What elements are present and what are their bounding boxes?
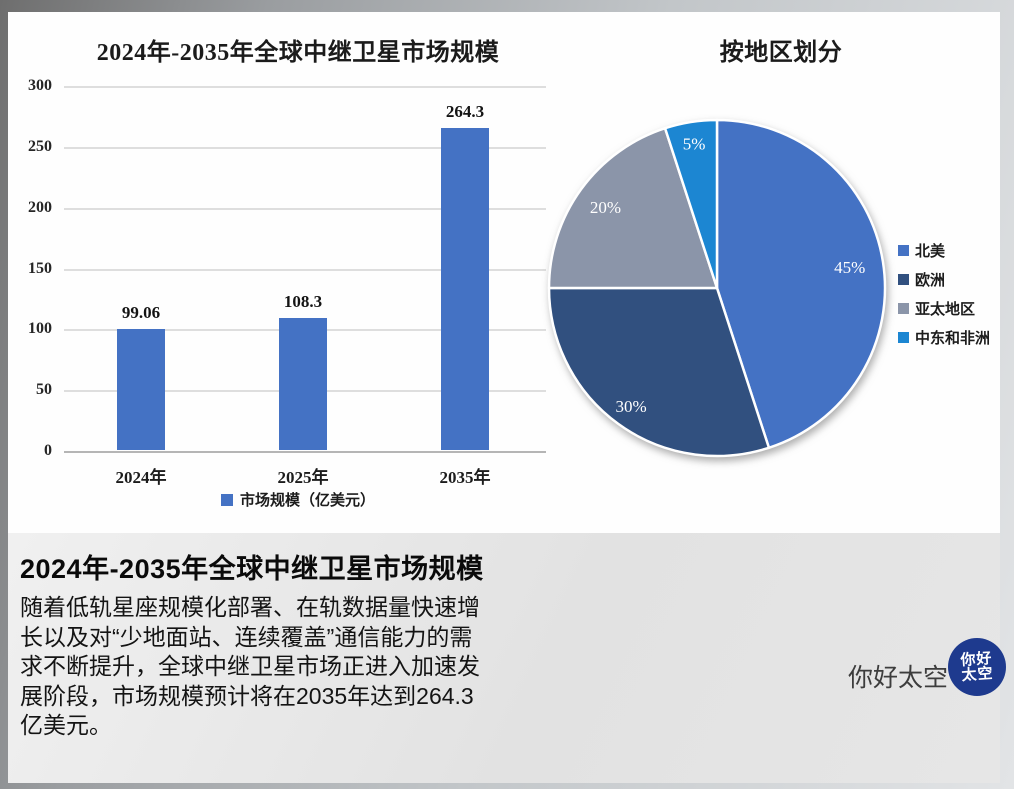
pie-slice-北美 [715,118,887,450]
pie-slice-欧洲 [547,286,771,458]
bar-value-label: 264.3 [445,102,485,121]
bar-chart-legend-label: 市场规模（亿美元） [239,493,375,509]
pie-slice-label: 20% [590,198,621,217]
legend-swatch-icon [898,245,909,256]
y-tick-label: 50 [36,381,52,399]
pie-slice-label: 5% [683,135,706,154]
y-tick-label: 300 [28,77,52,94]
x-axis-label: 2024年 [115,468,167,487]
gridline [64,451,546,453]
gridline [64,207,546,210]
caption-heading: 2024年-2035年全球中继卫星市场规模 [20,554,484,584]
legend-swatch-icon [220,493,233,506]
y-tick-label: 200 [28,198,52,216]
caption-panel: 2024年-2035年全球中继卫星市场规模 随着低轨星座规模化部署、在轨数据量快… [8,533,1006,783]
pie-chart-title: 按地区划分 [719,40,843,66]
bar-2035年 [441,128,489,450]
legend-swatch-icon [898,332,909,343]
pie-legend-label: 亚太地区 [915,302,976,318]
gridline [64,146,546,149]
pie-legend-item: 欧洲 [898,269,990,290]
pie-legend-label: 北美 [915,244,946,260]
y-tick-label: 150 [28,259,52,277]
gridline [64,268,546,271]
legend-swatch-icon [898,274,909,285]
x-axis-label: 2025年 [277,468,329,487]
bar-value-label: 108.3 [283,292,323,311]
bar-value-label: 99.06 [121,303,161,322]
charts-panel: 2024年-2035年全球中继卫星市场规模 0 50 100 150 200 250 300… [8,12,1000,533]
pie-legend-label: 中东和非洲 [915,331,991,347]
brand-name: 你好太空 [848,664,949,692]
pie-legend-label: 欧洲 [915,273,946,289]
brand-logo-text: 你好 太空 [960,650,995,685]
bar-2025年 [279,318,327,450]
legend-swatch-icon [898,303,909,314]
pie-slice-中东和非洲 [663,118,719,290]
pie-slice-亚太地区 [547,126,719,290]
x-axis-label: 2035年 [439,468,491,487]
bar-chart-plot-area: 0 50 100 150 200 250 300 99.06 2024年 108.3 2025年 26… [28,77,546,487]
y-tick-label: 250 [28,137,52,155]
brand-logo-line2: 太空 [960,664,995,685]
pie-chart-legend: 北美欧洲亚太地区中东和非洲 [898,240,990,348]
y-tick-label: 0 [44,442,52,459]
pie-legend-item: 亚太地区 [898,298,990,319]
pie-slice-label: 45% [834,258,865,277]
pie-legend-item: 中东和非洲 [898,327,990,348]
pie-chart: 45% 30% 20% 5% [547,118,887,458]
bar-chart-legend: 市场规模（亿美元） [28,489,568,510]
pie-legend-item: 北美 [898,240,990,261]
bar-chart-title: 2024年-2035年全球中继卫星市场规模 [96,40,500,66]
pie-slice-label: 30% [616,397,647,416]
bar-2024年 [117,329,165,450]
y-tick-label: 100 [28,320,52,338]
gridline [64,86,546,88]
brand-logo-icon: 你好 太空 [948,638,1006,696]
caption-body: 随着低轨星座规模化部署、在轨数据量快速增长以及对“少地面站、连续覆盖”通信能力的… [20,594,480,738]
